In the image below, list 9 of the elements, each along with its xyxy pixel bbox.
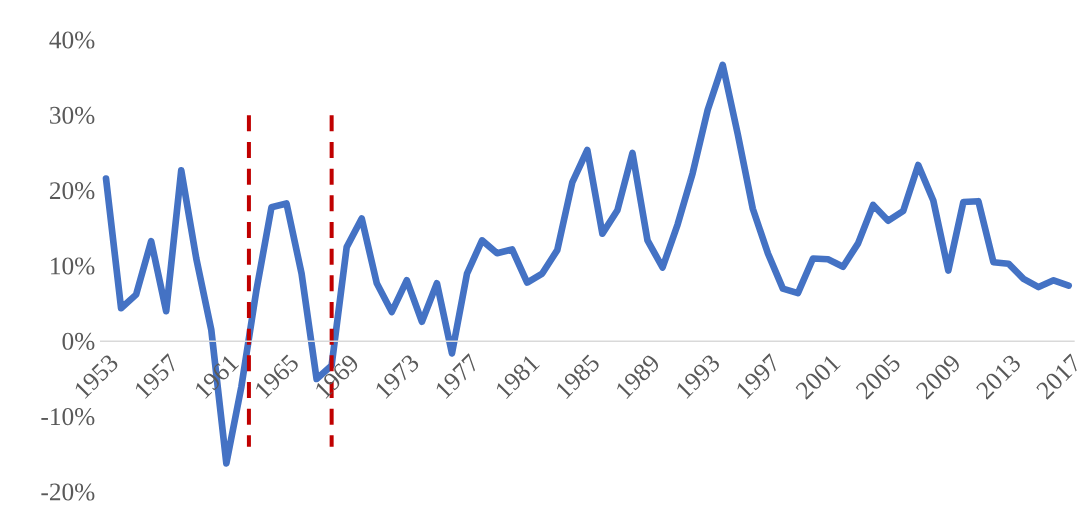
x-tick-label: 1981 — [496, 356, 540, 399]
y-tick-label: 0% — [62, 332, 95, 350]
y-tick-label: -20% — [41, 483, 95, 501]
y-tick-label: 20% — [49, 182, 95, 200]
y-tick-label: 10% — [51, 257, 95, 275]
y-tick-label: 30% — [50, 106, 95, 124]
x-tick-label: 1961 — [196, 356, 240, 399]
y-tick-label: 40% — [49, 31, 95, 49]
y-tick-label: -10% — [41, 408, 95, 426]
